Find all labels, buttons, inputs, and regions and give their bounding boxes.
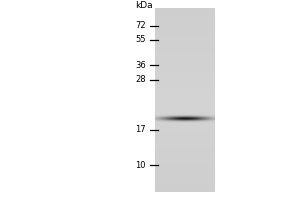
- Text: kDa: kDa: [135, 1, 153, 10]
- Text: 55: 55: [136, 36, 146, 45]
- Text: 28: 28: [135, 75, 146, 84]
- Text: 10: 10: [136, 160, 146, 170]
- Text: 36: 36: [135, 60, 146, 70]
- Text: 17: 17: [135, 126, 146, 134]
- Text: 72: 72: [135, 21, 146, 30]
